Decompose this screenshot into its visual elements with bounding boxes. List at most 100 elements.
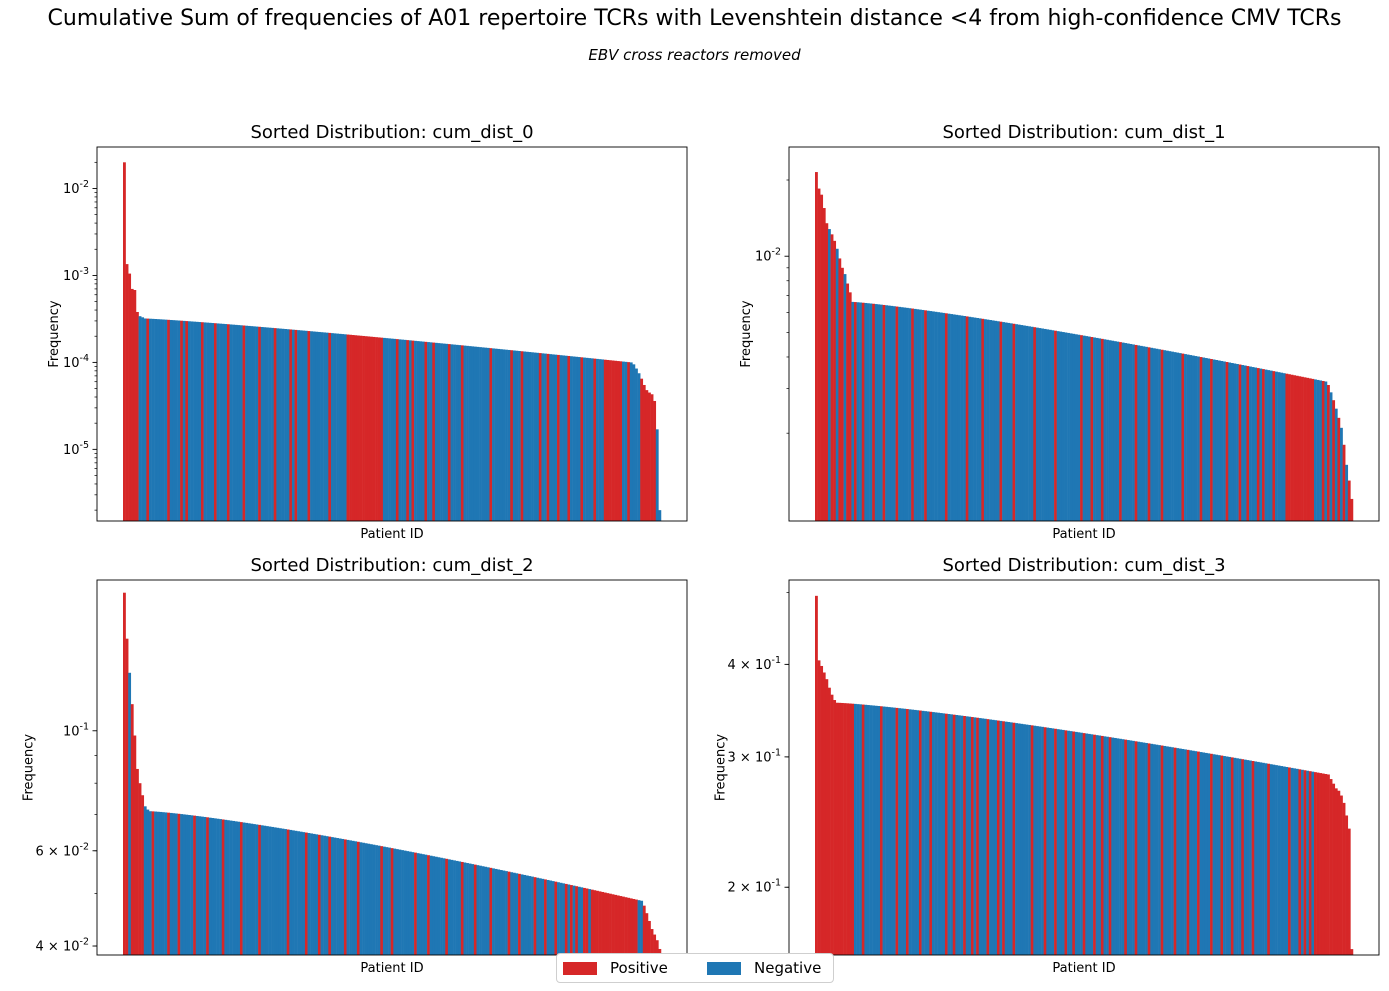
bar-negative	[575, 356, 579, 521]
bar-negative	[635, 368, 638, 521]
bar-negative	[403, 850, 407, 955]
bar-positive	[1298, 376, 1302, 521]
bar-negative	[434, 342, 438, 521]
bar-negative	[185, 814, 189, 955]
bar-positive	[356, 335, 360, 521]
bar-positive	[1225, 362, 1229, 521]
bar-positive	[489, 867, 493, 955]
bar-negative	[1139, 345, 1143, 521]
bar-positive	[1311, 378, 1315, 521]
bar-negative	[1233, 363, 1237, 521]
bar-negative	[911, 709, 915, 955]
bar-negative	[172, 813, 176, 955]
bar-negative	[1178, 353, 1182, 521]
bar-negative	[174, 813, 178, 955]
bar-positive	[1119, 342, 1122, 521]
bar-positive	[447, 344, 451, 521]
bar-negative	[629, 362, 633, 521]
bar-negative	[330, 837, 334, 955]
bar-negative	[263, 327, 267, 521]
bar-negative	[853, 703, 857, 955]
bar-positive	[606, 893, 610, 955]
y-tick-label-3-10-1: 3 × 10-1	[728, 747, 781, 765]
bar-negative	[1228, 362, 1232, 521]
bar-negative	[419, 853, 423, 955]
bar-positive	[609, 360, 612, 521]
bar-negative	[564, 355, 568, 521]
bar-negative	[1176, 352, 1180, 521]
bar-positive	[650, 929, 654, 955]
bar-negative	[169, 812, 173, 955]
bar-positive	[359, 335, 363, 521]
bar-positive	[273, 328, 277, 521]
bar-negative	[1035, 327, 1039, 521]
bar-positive	[1072, 731, 1076, 955]
bar-negative	[224, 819, 228, 955]
bar-negative	[1236, 364, 1239, 521]
bar-negative	[143, 318, 147, 521]
bar-positive	[286, 829, 290, 955]
bar-negative	[276, 827, 280, 955]
bar-negative	[557, 882, 560, 955]
bar-negative	[247, 325, 251, 521]
bar-negative	[864, 302, 868, 521]
bar-negative	[367, 843, 371, 955]
bar-negative	[299, 330, 303, 521]
bar-positive	[642, 384, 646, 521]
bar-negative	[234, 821, 238, 955]
bar-positive	[538, 353, 542, 521]
bar-positive	[653, 934, 657, 955]
bar-positive	[1210, 753, 1213, 955]
bar-negative	[453, 860, 456, 955]
bar-positive	[1090, 337, 1094, 521]
bar-negative	[989, 320, 992, 521]
bar-negative	[924, 711, 928, 955]
bar-negative	[1249, 366, 1252, 521]
bar-positive	[328, 332, 332, 521]
bar-positive	[473, 864, 477, 955]
plot-frame	[96, 579, 688, 956]
bar-negative	[903, 307, 907, 521]
bar-positive	[1012, 722, 1016, 955]
bar-negative	[1277, 372, 1281, 521]
bar-negative	[577, 886, 581, 955]
bar-negative	[1132, 344, 1135, 521]
bar-positive	[239, 822, 243, 955]
bar-negative	[541, 878, 545, 955]
bar-negative	[1275, 765, 1278, 955]
bar-negative	[390, 338, 394, 521]
bar-negative	[1194, 751, 1198, 955]
bar-positive	[406, 340, 410, 521]
bar-negative	[411, 852, 415, 955]
bar-negative	[302, 330, 306, 521]
bar-negative	[1150, 743, 1154, 955]
bar-negative	[939, 312, 943, 521]
bar-negative	[890, 707, 894, 955]
bar-negative	[216, 323, 220, 521]
bar-negative	[271, 327, 274, 521]
bar-positive	[130, 704, 134, 955]
bar-positive	[1173, 747, 1177, 955]
bar-negative	[302, 832, 306, 955]
bar-negative	[198, 322, 202, 521]
bar-negative	[206, 322, 210, 521]
y-tick-label-10-5: 10-5	[63, 440, 89, 458]
bar-negative	[559, 355, 563, 521]
bar-negative	[554, 354, 558, 521]
bar-positive	[822, 672, 826, 955]
bar-negative	[1074, 731, 1078, 955]
bar-negative	[1121, 342, 1125, 521]
subplot-cum-dist-2: 4 × 10-2 6 × 10-2 10-1 Sorted Distribution:…	[22, 555, 688, 976]
bar-negative	[203, 816, 207, 955]
bar-negative	[505, 871, 508, 955]
bar-negative	[1282, 766, 1286, 955]
bar-negative	[1184, 354, 1187, 521]
bar-positive	[583, 887, 586, 955]
bar-negative	[572, 885, 576, 955]
bar-negative	[408, 340, 412, 521]
bar-positive	[596, 890, 599, 955]
bar-negative	[312, 833, 316, 955]
bar-negative	[1150, 347, 1154, 521]
bar-negative	[481, 866, 485, 955]
bar-negative	[239, 325, 243, 521]
